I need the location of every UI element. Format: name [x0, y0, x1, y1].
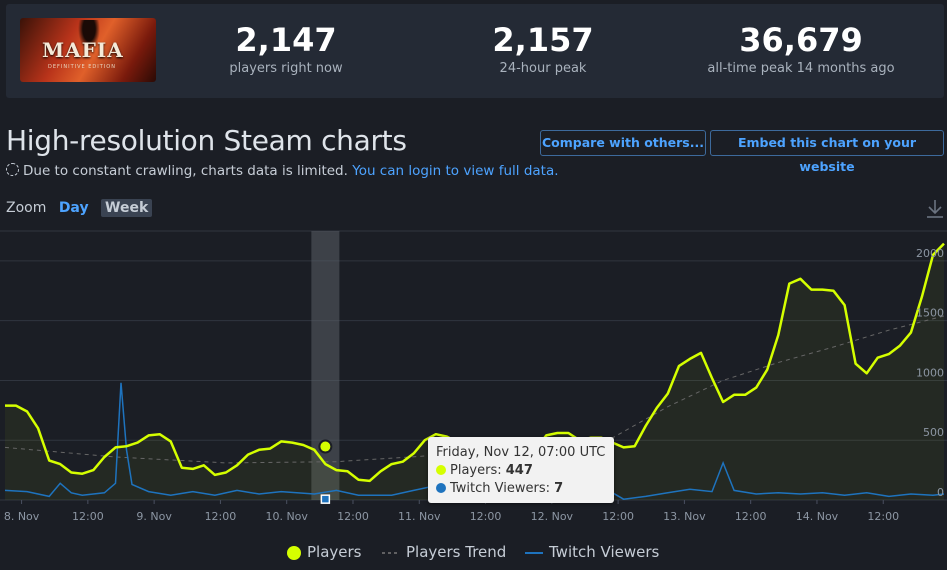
stat-24h-peak: 2,157 24-hour peak	[433, 22, 653, 76]
legend-trend[interactable]: Players Trend	[382, 543, 506, 561]
stat-label: all-time peak 14 months ago	[707, 61, 895, 76]
y-tick-label: 1500	[916, 307, 944, 320]
players-hover-marker	[318, 439, 333, 454]
stats-bar: MAFIA DEFINITIVE EDITION 2,147 players r…	[6, 4, 944, 98]
stat-value: 2,147	[235, 21, 337, 59]
notice-text: Due to constant crawling, charts data is…	[23, 163, 348, 179]
legend-players[interactable]: Players	[287, 543, 362, 561]
logo-title: MAFIA	[42, 38, 124, 62]
download-icon[interactable]	[926, 199, 944, 219]
x-tick-label: 12:00	[72, 510, 104, 523]
zoom-label: Zoom	[6, 200, 47, 216]
stat-value: 36,679	[739, 21, 863, 59]
y-tick-label: 2000	[916, 247, 944, 260]
x-tick-label: 10. Nov	[265, 510, 308, 523]
y-tick-label: 1000	[916, 366, 944, 379]
tooltip-players-value: 447	[505, 463, 533, 478]
x-tick-label: 12:00	[470, 510, 502, 523]
legend-twitch[interactable]: Twitch Viewers	[525, 543, 659, 561]
players-dot-icon	[436, 465, 446, 475]
players-legend-icon	[287, 545, 301, 560]
trend-legend-icon	[382, 551, 400, 554]
page-title: High-resolution Steam charts	[6, 124, 407, 157]
y-tick-label: 0	[937, 486, 944, 499]
x-tick-label: 12:00	[735, 510, 767, 523]
x-tick-label: 12:00	[602, 510, 634, 523]
legend-trend-label: Players Trend	[406, 543, 507, 561]
stat-all-time-peak: 36,679 all-time peak 14 months ago	[691, 22, 911, 76]
legend-players-label: Players	[307, 543, 362, 561]
hover-highlight-band	[311, 231, 340, 500]
x-axis-labels: 8. Nov 12:00 9. Nov 12:00 10. Nov 12:00 11. No…	[4, 500, 899, 523]
x-tick-label: 13. Nov	[663, 510, 706, 523]
loading-icon	[6, 163, 19, 176]
x-tick-label: 12:00	[867, 510, 899, 523]
twitch-legend-icon	[525, 551, 543, 554]
embed-chart-button[interactable]: Embed this chart on your website	[710, 130, 944, 174]
tooltip-twitch-label: Twitch Viewers:	[450, 481, 550, 496]
tooltip-twitch: Twitch Viewers: 7	[436, 481, 563, 496]
y-tick-label: 500	[923, 426, 944, 439]
game-logo[interactable]: MAFIA DEFINITIVE EDITION	[20, 18, 156, 82]
tooltip-date: Friday, Nov 12, 07:00 UTC	[436, 445, 606, 460]
stat-label: players right now	[229, 61, 343, 76]
logo-figure	[78, 20, 100, 50]
x-tick-label: 12:00	[337, 510, 369, 523]
x-tick-label: 9. Nov	[136, 510, 172, 523]
zoom-day-button[interactable]: Day	[58, 200, 89, 216]
zoom-control: Zoom Day Week	[6, 199, 153, 217]
x-tick-label: 12. Nov	[531, 510, 574, 523]
x-tick-label: 12:00	[205, 510, 237, 523]
x-tick-label: 11. Nov	[398, 510, 441, 523]
tooltip-players-label: Players:	[450, 463, 502, 478]
logo-subtitle: DEFINITIVE EDITION	[48, 64, 116, 70]
stat-current-players: 2,147 players right now	[176, 22, 396, 76]
stat-value: 2,157	[492, 21, 594, 59]
stat-label: 24-hour peak	[499, 61, 587, 76]
data-limit-notice: Due to constant crawling, charts data is…	[6, 163, 559, 179]
x-tick-label: 14. Nov	[796, 510, 839, 523]
y-axis-labels: 0 500 1000 1500 2000	[916, 247, 944, 499]
x-tick-label: 8. Nov	[4, 510, 40, 523]
compare-button[interactable]: Compare with others...	[540, 130, 706, 156]
players-area	[5, 243, 944, 500]
hover-markers	[318, 439, 333, 504]
login-link[interactable]: You can login to view full data.	[352, 163, 559, 179]
legend-twitch-label: Twitch Viewers	[549, 543, 660, 561]
tooltip-players: Players: 447	[436, 463, 533, 478]
twitch-dot-icon	[436, 483, 446, 493]
twitch-hover-marker	[320, 494, 331, 504]
zoom-week-button[interactable]: Week	[101, 199, 153, 217]
chart-tooltip: Friday, Nov 12, 07:00 UTC Players: 447 T…	[428, 437, 614, 503]
tooltip-twitch-value: 7	[554, 481, 564, 496]
